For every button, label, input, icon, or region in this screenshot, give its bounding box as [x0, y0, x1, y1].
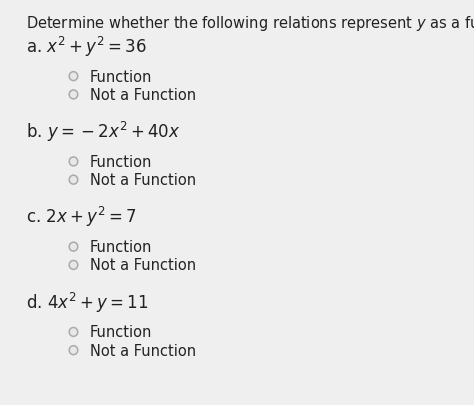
Text: Function: Function: [90, 70, 153, 84]
Text: Not a Function: Not a Function: [90, 258, 196, 273]
Text: a. $x^2 + y^2 = 36$: a. $x^2 + y^2 = 36$: [26, 34, 147, 59]
Text: Determine whether the following relations represent $y$ as a function of $x$.: Determine whether the following relation…: [26, 14, 474, 33]
Ellipse shape: [69, 72, 78, 81]
Text: d. $4x^2 + y = 11$: d. $4x^2 + y = 11$: [26, 290, 149, 314]
Ellipse shape: [69, 346, 78, 355]
Text: Not a Function: Not a Function: [90, 343, 196, 358]
Text: Not a Function: Not a Function: [90, 88, 196, 102]
Ellipse shape: [69, 158, 78, 166]
Text: Function: Function: [90, 325, 153, 339]
Text: Function: Function: [90, 155, 153, 169]
Ellipse shape: [69, 176, 78, 185]
Text: b. $y = -2x^2 + 40x$: b. $y = -2x^2 + 40x$: [26, 119, 181, 144]
Text: c. $2x + y^2 = 7$: c. $2x + y^2 = 7$: [26, 205, 137, 229]
Ellipse shape: [69, 91, 78, 100]
Text: Function: Function: [90, 240, 153, 254]
Ellipse shape: [69, 261, 78, 270]
Ellipse shape: [69, 243, 78, 252]
Text: Not a Function: Not a Function: [90, 173, 196, 188]
Ellipse shape: [69, 328, 78, 337]
